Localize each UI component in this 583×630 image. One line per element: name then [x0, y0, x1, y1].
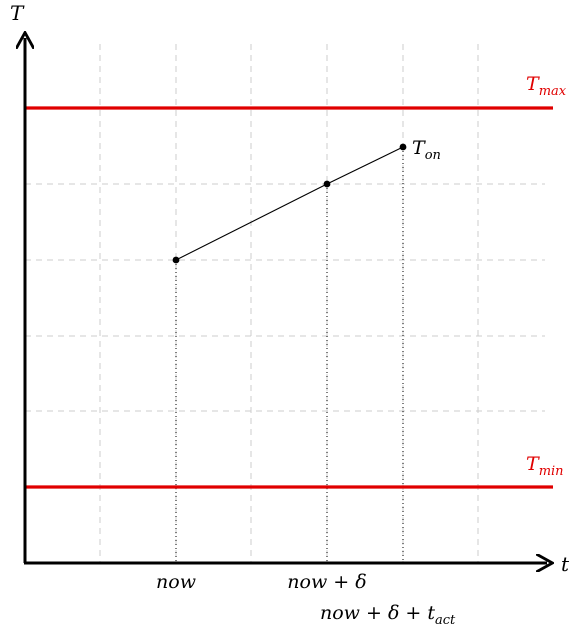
y-axis-label: T — [10, 1, 25, 25]
drop-lines — [176, 147, 403, 562]
t-max-label: Tmax — [526, 73, 567, 99]
point-t-on — [400, 144, 407, 151]
tick-label-now-delta-tact-base: now + δ + t — [320, 602, 435, 624]
grid — [25, 44, 545, 562]
t-on-label-sub: on — [425, 148, 441, 163]
t-min-label-sub: min — [539, 464, 564, 479]
tick-label-now-delta-tact-sub: act — [435, 613, 456, 628]
point-now-delta — [324, 181, 331, 188]
tick-label-now-delta-tact: now + δ + tact — [320, 602, 456, 628]
temperature-trajectory — [176, 147, 403, 260]
x-axis-label: t — [561, 552, 570, 576]
t-min-label: Tmin — [526, 453, 564, 479]
tick-label-now: now — [156, 571, 196, 593]
tick-label-now-delta: now + δ — [287, 571, 366, 593]
t-max-label-sub: max — [539, 84, 567, 99]
point-now — [173, 257, 180, 264]
t-on-label: Ton — [412, 137, 441, 163]
